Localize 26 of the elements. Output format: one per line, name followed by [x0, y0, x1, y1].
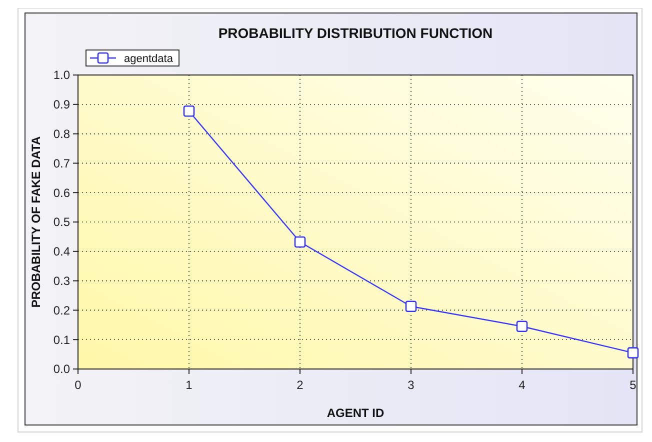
y-tick-label: 0.3 [53, 274, 70, 288]
y-tick-label: 1.0 [53, 68, 70, 82]
point [516, 320, 528, 332]
chart-title: PROBABILITY DISTRIBUTION FUNCTION [218, 25, 493, 41]
y-tick-label: 0.2 [53, 303, 70, 318]
y-tick-label: 0.8 [53, 127, 70, 141]
y-axis-title: PROBABILITY OF FAKE DATA [29, 136, 43, 308]
y-tick-label: 0.4 [53, 244, 70, 259]
x-axis-title: AGENT ID [326, 406, 384, 420]
y-tick-label: 0.7 [53, 156, 70, 170]
point [405, 300, 417, 312]
point [627, 347, 639, 358]
x-tick-label: 3 [408, 378, 415, 392]
legend-label: agentdata [124, 53, 174, 65]
x-tick-label: 4 [518, 378, 526, 392]
x-tick-label: 0 [74, 378, 82, 392]
x-tick-label: 2 [296, 378, 304, 392]
x-tick-label: 1 [186, 378, 193, 392]
y-tick-label: 0.5 [53, 215, 70, 230]
point [294, 236, 306, 248]
point [183, 106, 195, 117]
y-tick-label: 0.0 [53, 362, 70, 376]
x-tick-label: 5 [630, 378, 637, 392]
y-tick-label: 0.1 [53, 332, 70, 347]
y-tick-label: 0.9 [53, 98, 70, 112]
y-tick-label: 0.6 [53, 186, 70, 200]
